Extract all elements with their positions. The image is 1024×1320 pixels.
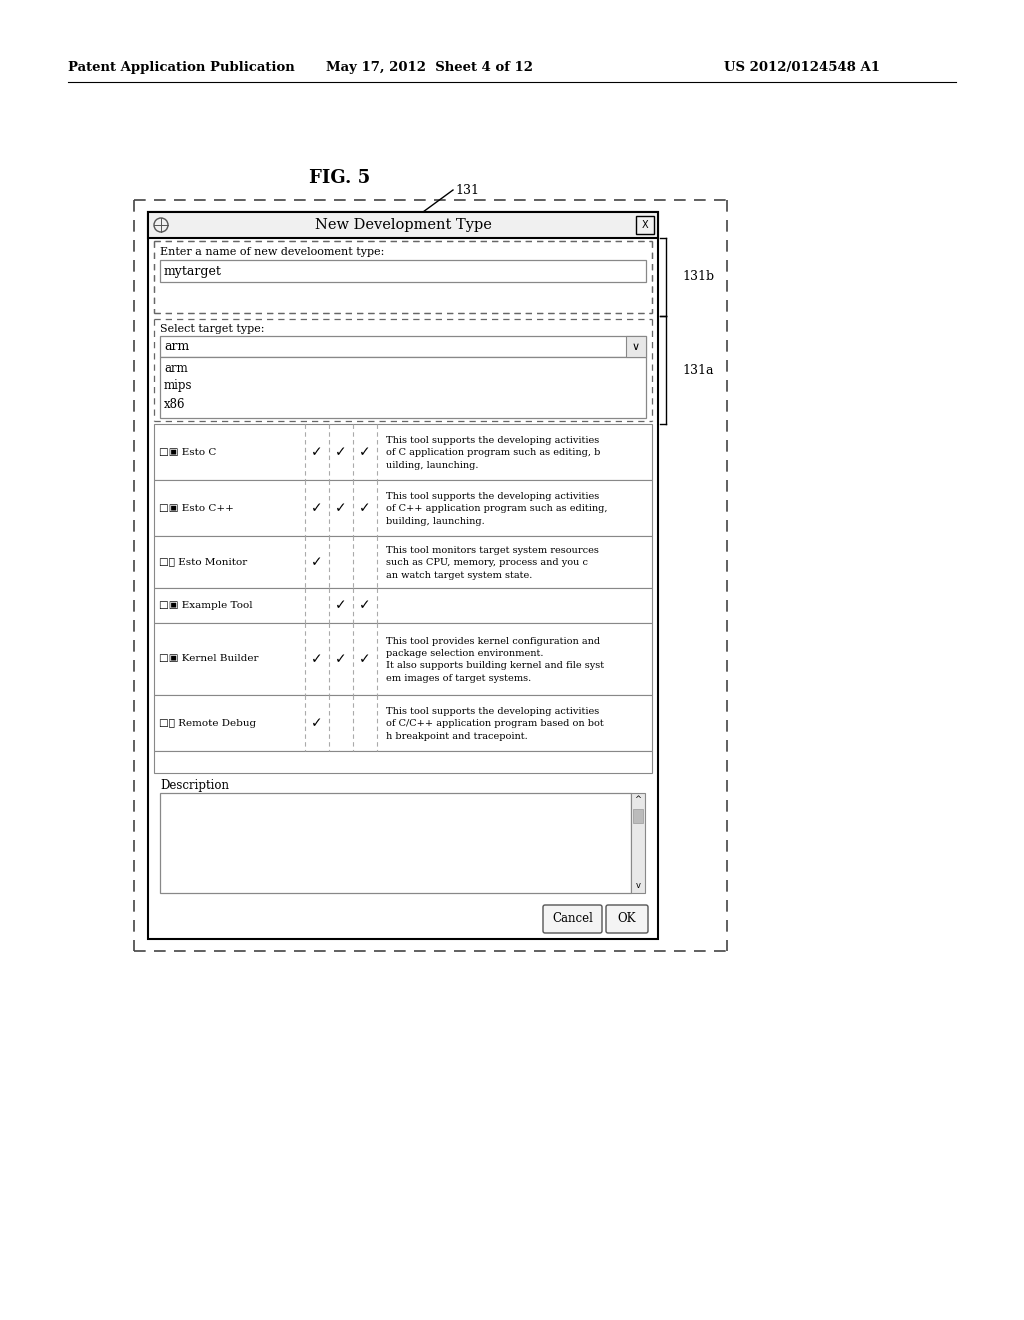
Text: ✓: ✓ — [311, 502, 323, 515]
Text: Patent Application Publication: Patent Application Publication — [68, 62, 295, 74]
Text: an watch target system state.: an watch target system state. — [386, 570, 532, 579]
Bar — [154, 587, 652, 623]
Text: uilding, launching.: uilding, launching. — [386, 461, 478, 470]
Bar — [636, 216, 654, 234]
Text: May 17, 2012  Sheet 4 of 12: May 17, 2012 Sheet 4 of 12 — [327, 62, 534, 74]
Text: ^: ^ — [635, 796, 641, 804]
Text: arm: arm — [164, 362, 187, 375]
Text: v: v — [636, 882, 640, 891]
Text: arm: arm — [164, 341, 189, 352]
Text: ✓: ✓ — [311, 652, 323, 667]
Text: Select target type:: Select target type: — [160, 323, 264, 334]
Text: ✓: ✓ — [335, 502, 347, 515]
Text: ∨: ∨ — [632, 342, 640, 351]
Bar — [154, 751, 652, 774]
Bar — [148, 213, 658, 238]
Text: This tool supports the developing activities: This tool supports the developing activi… — [386, 706, 599, 715]
Text: ✓: ✓ — [335, 598, 347, 612]
Text: of C application program such as editing, b: of C application program such as editing… — [386, 449, 600, 457]
Bar — [154, 696, 652, 751]
Text: It also supports building kernel and file syst: It also supports building kernel and fil… — [386, 661, 604, 671]
Bar — [160, 356, 646, 418]
Text: ✓: ✓ — [311, 445, 323, 459]
Text: □Ⓢ Esto Monitor: □Ⓢ Esto Monitor — [159, 557, 247, 566]
Text: □▣ Kernel Builder: □▣ Kernel Builder — [159, 655, 258, 664]
Bar — [160, 337, 646, 356]
Text: US 2012/0124548 A1: US 2012/0124548 A1 — [724, 62, 880, 74]
Text: ✓: ✓ — [335, 652, 347, 667]
Text: mips: mips — [164, 380, 193, 392]
Text: □⚙ Remote Debug: □⚙ Remote Debug — [159, 718, 256, 727]
Text: ✓: ✓ — [359, 652, 371, 667]
Bar — [154, 536, 652, 587]
Bar — [633, 809, 643, 822]
Text: ✓: ✓ — [311, 554, 323, 569]
Text: This tool supports the developing activities: This tool supports the developing activi… — [386, 492, 599, 500]
Text: of C/C++ application program based on bot: of C/C++ application program based on bo… — [386, 719, 604, 729]
Text: ✓: ✓ — [311, 715, 323, 730]
Text: of C++ application program such as editing,: of C++ application program such as editi… — [386, 504, 607, 513]
Text: 131a: 131a — [682, 363, 714, 376]
Text: ✓: ✓ — [335, 445, 347, 459]
Text: 131: 131 — [455, 183, 479, 197]
Text: This tool monitors target system resources: This tool monitors target system resourc… — [386, 545, 599, 554]
Text: x86: x86 — [164, 397, 185, 411]
Text: OK: OK — [617, 912, 636, 925]
Text: building, launching.: building, launching. — [386, 516, 484, 525]
Text: 131b: 131b — [682, 271, 714, 284]
Text: ✓: ✓ — [359, 502, 371, 515]
Text: This tool supports the developing activities: This tool supports the developing activi… — [386, 436, 599, 445]
Bar — [148, 213, 658, 939]
Text: This tool provides kernel configuration and: This tool provides kernel configuration … — [386, 636, 600, 645]
Text: X: X — [642, 220, 648, 230]
Text: New Development Type: New Development Type — [314, 218, 492, 232]
Text: such as CPU, memory, process and you c: such as CPU, memory, process and you c — [386, 558, 588, 568]
Bar — [626, 337, 646, 356]
Text: □▣ Esto C: □▣ Esto C — [159, 447, 216, 457]
Text: mytarget: mytarget — [164, 264, 222, 277]
Bar — [154, 424, 652, 480]
Text: □▣ Esto C++: □▣ Esto C++ — [159, 503, 233, 512]
Text: ✓: ✓ — [359, 598, 371, 612]
Bar — [154, 623, 652, 696]
Text: Description: Description — [160, 780, 229, 792]
Bar — [160, 793, 631, 894]
Text: □▣ Example Tool: □▣ Example Tool — [159, 601, 253, 610]
Bar — [154, 480, 652, 536]
Text: FIG. 5: FIG. 5 — [309, 169, 371, 187]
Text: Enter a name of new develooment type:: Enter a name of new develooment type: — [160, 247, 384, 257]
FancyBboxPatch shape — [606, 906, 648, 933]
Text: package selection environment.: package selection environment. — [386, 649, 544, 657]
Text: Cancel: Cancel — [552, 912, 593, 925]
Text: ✓: ✓ — [359, 445, 371, 459]
Bar — [160, 260, 646, 282]
Bar — [631, 793, 645, 894]
FancyBboxPatch shape — [543, 906, 602, 933]
Text: em images of target systems.: em images of target systems. — [386, 675, 531, 682]
Text: h breakpoint and tracepoint.: h breakpoint and tracepoint. — [386, 731, 527, 741]
